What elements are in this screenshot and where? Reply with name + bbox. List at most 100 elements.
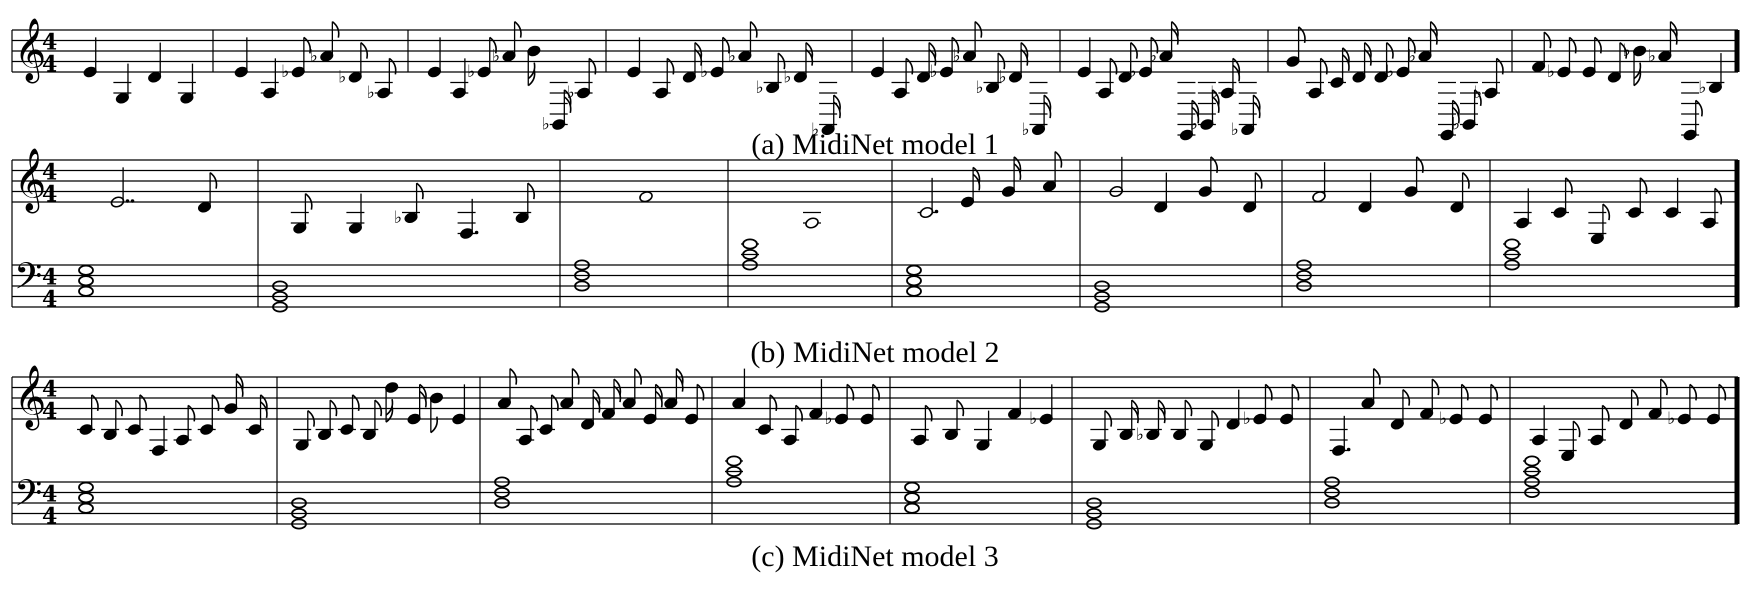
chord-measure-1 (78, 264, 94, 297)
note-flag (666, 57, 675, 75)
note-flag (509, 367, 518, 385)
note-flag (795, 404, 803, 422)
melody-measure-5: ♭ (910, 379, 1053, 451)
flat-icon: ♭ (367, 83, 375, 103)
note-flag (139, 394, 148, 412)
flat-icon: ♭ (999, 67, 1007, 87)
note-flag (307, 409, 315, 427)
note-head (639, 191, 653, 203)
chord-note-head (78, 502, 94, 514)
melody-measure-4: ♭ (732, 368, 880, 446)
note-flag (1373, 367, 1381, 385)
note-flag (360, 41, 369, 59)
flat-icon: ♭ (1231, 120, 1239, 140)
melody-measure-8: ♭♭ ♭♭ (1532, 20, 1725, 141)
note-flag (1695, 99, 1703, 117)
note-flag (1714, 187, 1723, 205)
melody-measure-3 (639, 191, 653, 203)
melody-measure-4: ♭♭♭♭♭ (627, 20, 841, 140)
note-flag (1264, 383, 1273, 401)
note-flag (489, 36, 497, 54)
note-flag (997, 52, 1006, 70)
note-flag (1043, 101, 1052, 119)
flat-icon: ♭ (1648, 46, 1656, 66)
flat-icon: ♭ (394, 208, 402, 228)
time-signature-denominator: 4 (42, 398, 57, 424)
treble-time-signature: 44 (42, 376, 57, 424)
flat-icon: ♭ (1022, 120, 1030, 140)
chord-note-head (906, 264, 922, 276)
chord-note-head (78, 492, 94, 504)
note-flag (430, 416, 439, 434)
note-flag (1109, 57, 1118, 75)
note-flag (1718, 383, 1727, 401)
melody-measure-3: ♭♭♭♭ (427, 20, 597, 135)
flat-icon: ♭ (542, 115, 550, 135)
treble-time-signature: 44 (42, 29, 57, 77)
chord-note-head (78, 481, 94, 493)
melody-measure-5: ♭♭♭♭♭ (870, 20, 1052, 140)
note-flag (329, 399, 338, 417)
chord-note-head (726, 455, 742, 467)
note-flag (1320, 57, 1328, 75)
note-flag (563, 96, 572, 114)
note-flag (1298, 26, 1306, 44)
time-signature-numerator: 4 (42, 481, 57, 507)
melody-measure-5 (917, 150, 1063, 219)
note-flag (1210, 156, 1219, 174)
note-flag (769, 394, 778, 412)
melody-measure-6: ♭♭ (1090, 383, 1300, 451)
time-signature-numerator: 4 (42, 159, 57, 185)
treble-clef-icon: 𝄞 (14, 16, 46, 83)
chord-note-head (742, 238, 758, 250)
treble-staff (12, 159, 1738, 203)
note-flag (846, 383, 855, 401)
note-flag (1184, 399, 1193, 417)
note-flag (416, 182, 424, 200)
note-flag (956, 399, 965, 417)
note-flag (304, 192, 313, 210)
note-flag (1601, 404, 1610, 422)
note-flag (974, 20, 983, 38)
flat-icon: ♭ (1136, 425, 1144, 445)
time-signature-numerator: 4 (42, 264, 57, 290)
treble-clef-icon: 𝄞 (14, 146, 46, 213)
flat-icon: ♭ (1210, 83, 1218, 103)
chord-note-head (906, 275, 922, 287)
note-flag (303, 36, 312, 54)
note-flag (209, 171, 218, 189)
chord-note-head (904, 481, 920, 493)
note-flag (1474, 89, 1482, 107)
melody-measure-2: ♭ (290, 182, 535, 239)
note-flag (951, 36, 960, 54)
bass-time-signature: 44 (42, 481, 57, 529)
flat-icon: ♭ (783, 67, 791, 87)
caption-model-2: (b) MidiNet model 2 (750, 336, 1000, 369)
chord-note-head (904, 492, 920, 504)
melody-measure-7: ♭ (1329, 367, 1499, 456)
chord-note-head (1524, 455, 1540, 467)
flat-icon: ♭ (567, 83, 575, 103)
note-flag (634, 367, 642, 385)
chord-note-head (906, 285, 922, 297)
chord-measure-4 (741, 238, 759, 271)
note-flag (905, 57, 914, 75)
note-head (805, 217, 819, 229)
flat-icon: ♭ (1149, 46, 1157, 66)
bass-clef-icon: 𝄢 (14, 472, 42, 523)
note-flag (187, 404, 196, 422)
melody-measure-1 (110, 167, 218, 213)
note-flag (1211, 96, 1220, 114)
bass-staff (12, 264, 1738, 308)
flat-icon: ♭ (338, 67, 346, 87)
note-flag (924, 404, 933, 422)
melody-measure-2: ♭♭♭♭ (234, 20, 397, 103)
chord-measure-5 (904, 481, 920, 514)
flat-icon: ♭ (1190, 115, 1198, 135)
time-signature-denominator: 4 (42, 286, 57, 312)
note-flag (1619, 41, 1628, 59)
bass-clef-icon: 𝄢 (14, 255, 42, 306)
melody-measure-8 (1513, 177, 1723, 244)
note-flag (833, 101, 841, 119)
